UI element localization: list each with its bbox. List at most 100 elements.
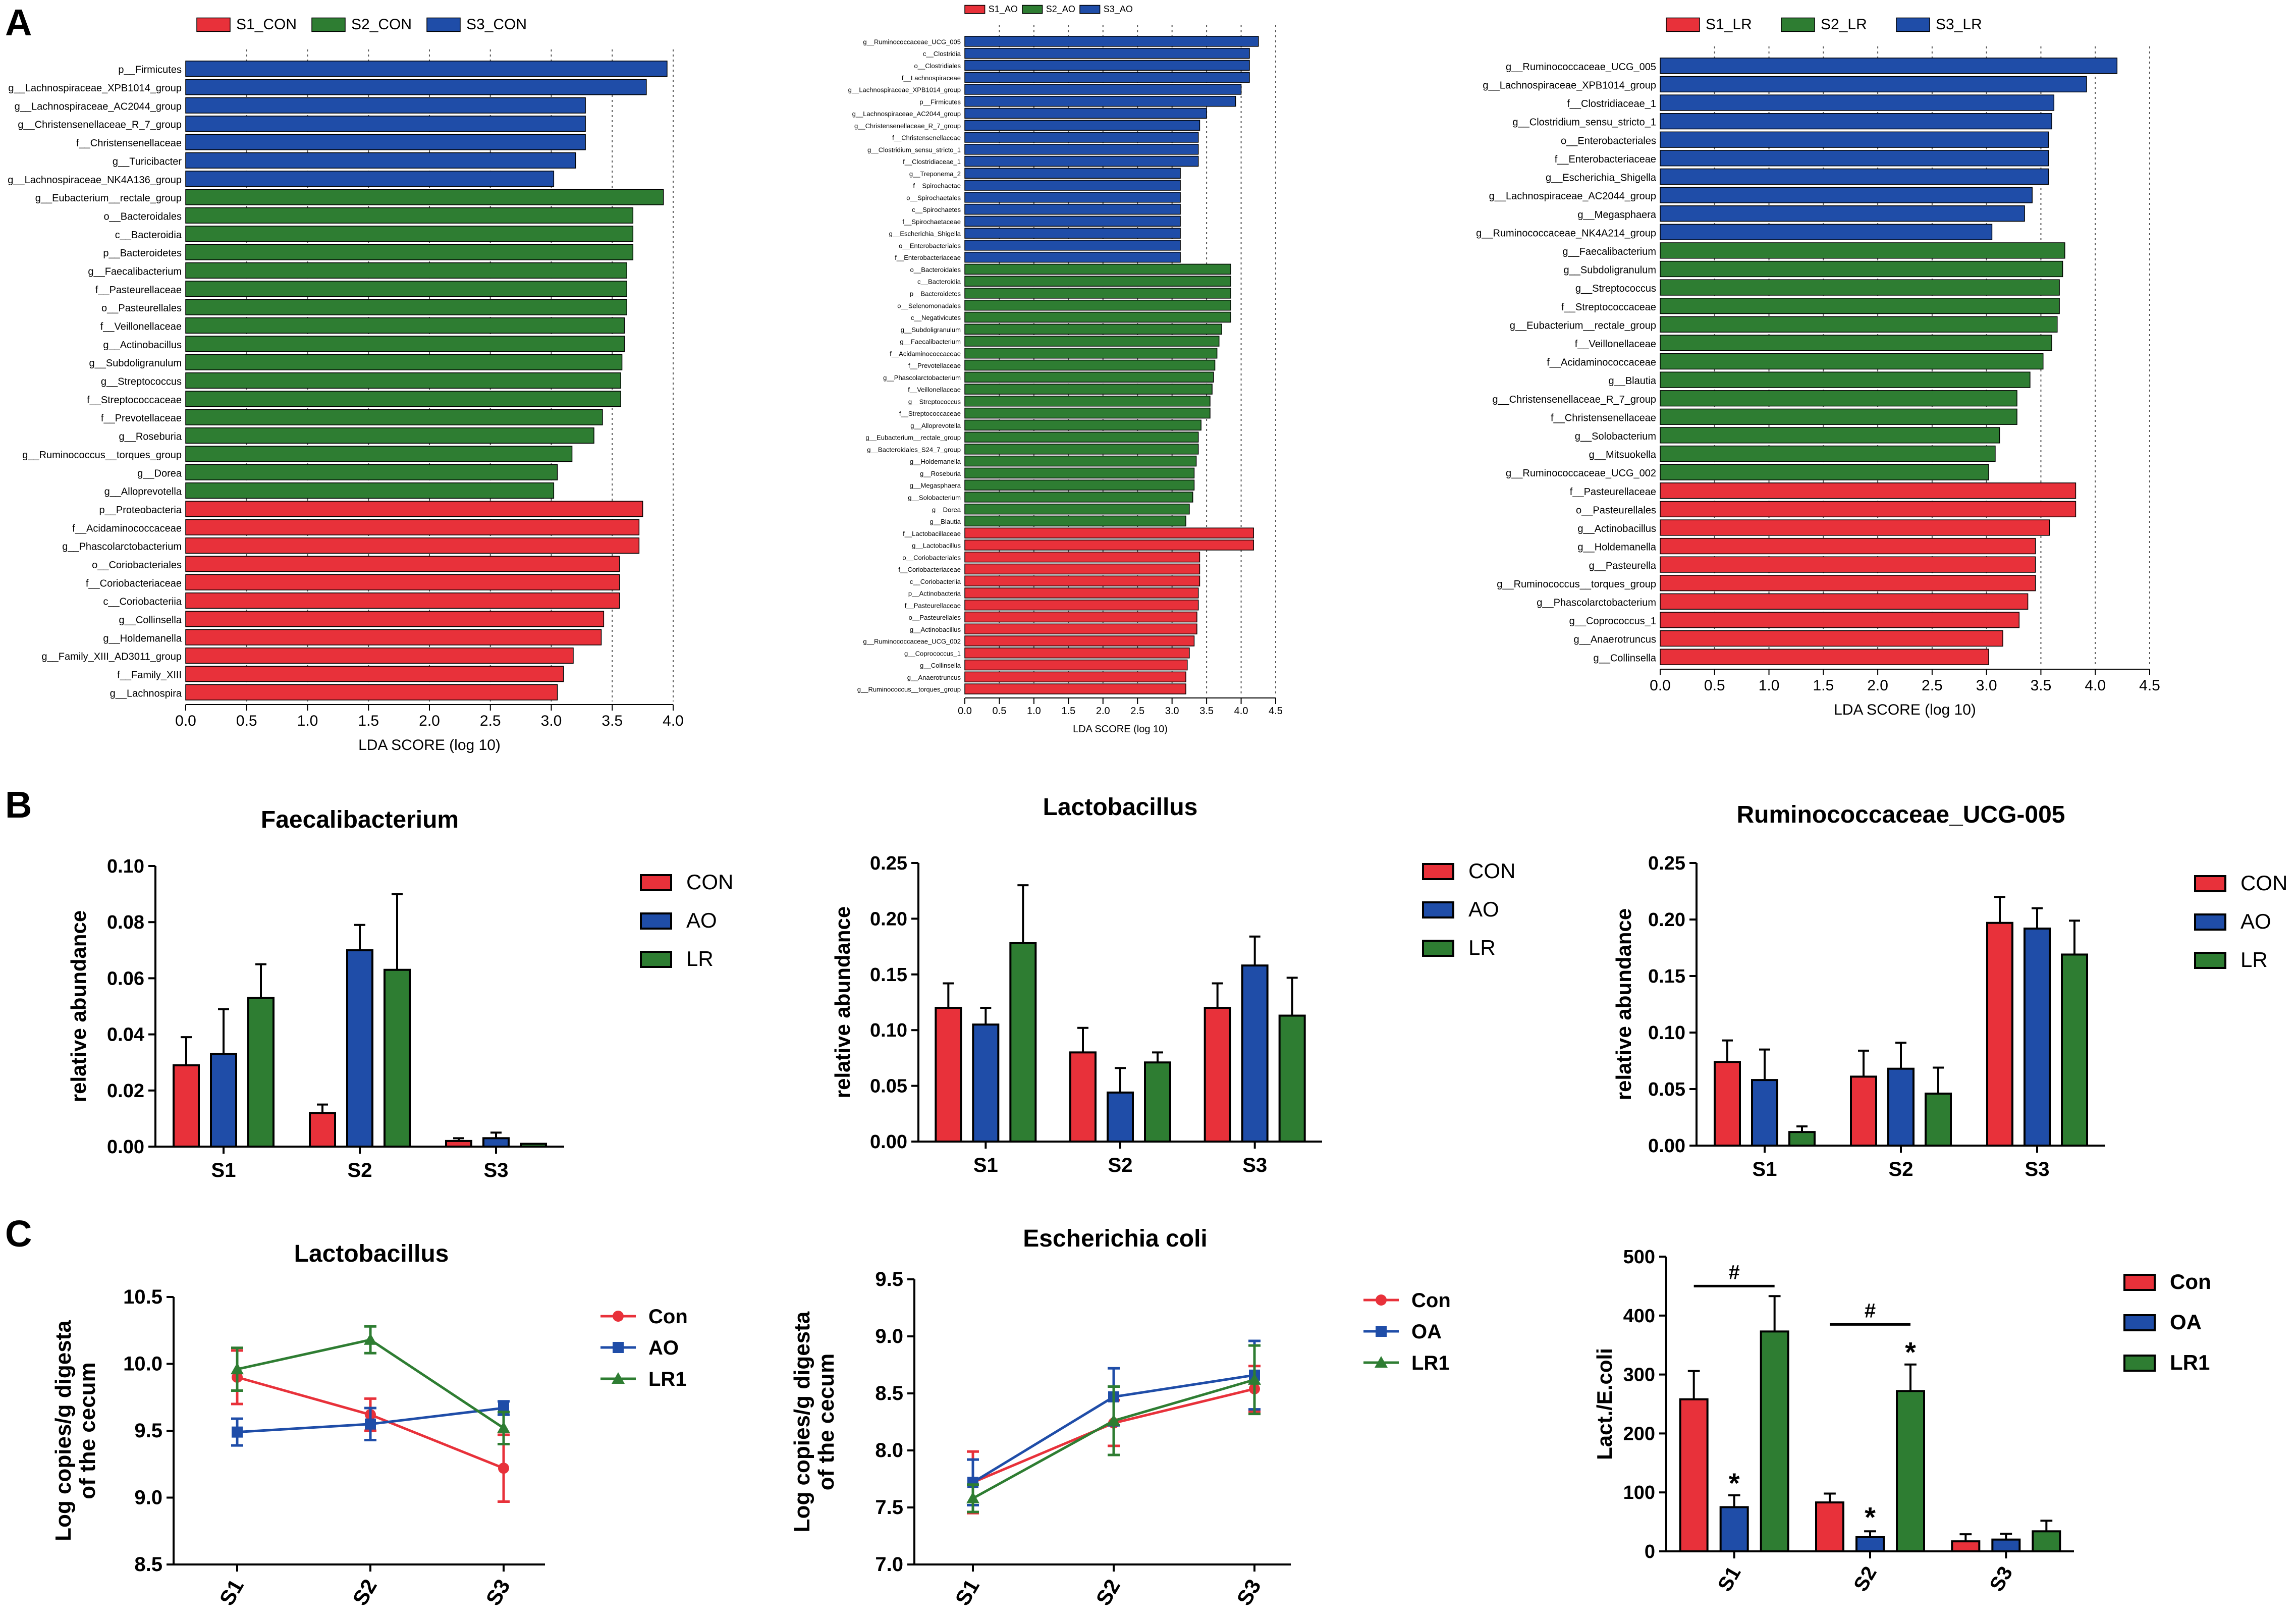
feature-label: c__Clostridia	[923, 50, 961, 58]
lda-bar	[1660, 390, 2017, 407]
x-tick-label: S2	[348, 1575, 381, 1609]
x-tick-label: 4.5	[2139, 677, 2160, 694]
lda-bar	[964, 107, 1207, 119]
lda-bar	[964, 47, 1250, 59]
feature-label: g__Ruminococcaceae_UCG_005	[1506, 62, 1656, 73]
lda-bar	[964, 180, 1181, 191]
legend-swatch-ao	[2194, 913, 2226, 931]
feature-label: g__Collinsella	[1593, 653, 1656, 664]
x-tick-label: 2.5	[1130, 706, 1144, 717]
lda-chart-lr: S1_LR S2_LR S3_LR g__Ruminococcaceae_UCG_00…	[1476, 16, 2160, 718]
feature-label: g__Ruminococcus__torques_group	[22, 450, 182, 461]
lda-bar	[185, 501, 643, 517]
feature-label: g__Actinobacillus	[1577, 523, 1656, 534]
lda-bar	[964, 396, 1211, 407]
feature-label: g__Faecalibacterium	[1562, 246, 1656, 257]
lda-bar	[1660, 519, 2050, 536]
lda-bar	[1660, 224, 1993, 240]
feature-label: g__Collinsella	[119, 615, 182, 626]
feature-label: g__Eubacterium__rectale_group	[1510, 320, 1656, 331]
lda-bar	[185, 574, 620, 590]
y-tick-label: 500	[1623, 1247, 1655, 1268]
x-tick-label: S3	[2025, 1158, 2050, 1180]
feature-label: f__Acidaminococcaceae	[890, 350, 961, 357]
feature-label: g__Holdemanella	[910, 458, 961, 465]
lda-bar	[185, 629, 602, 645]
lda-bar	[964, 527, 1254, 538]
lda-bar	[964, 299, 1231, 311]
lda-bar	[964, 263, 1231, 275]
y-tick-label: 0.05	[870, 1076, 907, 1097]
feature-label: g__Alloprevotella	[104, 487, 182, 498]
lda-bar	[1660, 482, 2076, 499]
legend-label: AO	[2240, 909, 2271, 933]
bar-chart-lact-ecoli-ratio: 0 100 200 300 400 500 Lact./E.coli S1 S2 S3 Con OA L…	[1593, 1247, 2211, 1595]
x-tick-label: 1.0	[297, 713, 318, 729]
x-tick-label: 3.0	[541, 713, 562, 729]
lda-bar	[1660, 131, 2049, 148]
feature-label: f__Prevotellaceae	[101, 413, 182, 424]
legend-label: OA	[1411, 1321, 1442, 1343]
legend-swatch-s3_lr	[1896, 17, 1930, 32]
feature-label: f__Clostridiaceae_1	[1567, 98, 1656, 110]
x-tick-label: 3.5	[1199, 706, 1214, 717]
legend-swatch-s1_con	[196, 17, 231, 32]
bar	[247, 997, 275, 1148]
data-point-square	[1376, 1326, 1387, 1337]
lda-bar	[964, 371, 1214, 383]
lda-bar	[185, 61, 668, 77]
legend-swatch-lr	[1422, 940, 1454, 957]
feature-label: g__Anaerotruncus	[907, 674, 961, 681]
feature-label: g__Holdemanella	[1577, 542, 1657, 553]
legend-swatch-ao	[640, 912, 672, 930]
feature-label: g__Phascolarctobacterium	[62, 542, 182, 553]
bar	[1278, 1014, 1306, 1143]
legend-label: LR	[686, 947, 714, 970]
y-tick-label: 0	[1645, 1541, 1655, 1562]
x-tick-label: 3.5	[2031, 677, 2052, 694]
bar	[1991, 1538, 2021, 1552]
bar	[1144, 1061, 1171, 1143]
lda-bar	[964, 192, 1181, 203]
y-axis-title-line-2: of the cecum	[814, 1354, 839, 1490]
lda-bar	[964, 384, 1213, 395]
bar	[1241, 964, 1269, 1143]
lda-bar	[964, 515, 1186, 527]
feature-label: g__Faecalibacterium	[88, 266, 182, 277]
feature-label: o__Clostridiales	[914, 62, 961, 70]
feature-label: o__Bacteroidales	[103, 211, 182, 222]
bar-chart-faecalibacterium: Faecalibacterium 0.00 0.02 0.04 0.06 0.08 0.10…	[67, 806, 733, 1181]
legend-label: LR	[2240, 948, 2268, 971]
feature-label: c__Coriobacteriia	[910, 578, 961, 585]
feature-label: g__Megasphaera	[910, 482, 961, 490]
feature-label: f__Veillonellaceae	[1575, 339, 1656, 350]
feature-label: g__Escherichia_Shigella	[1546, 173, 1657, 184]
x-tick-label: 0.5	[236, 713, 257, 729]
lda-bar	[185, 592, 620, 609]
lda-bar	[185, 556, 620, 572]
feature-label: g__Anaerotruncus	[1574, 634, 1656, 645]
bar-chart-lactobacillus: Lactobacillus 0.00 0.05 0.10 0.15 0.20 0.25 rel…	[831, 794, 1515, 1176]
feature-label: g__Streptococcus	[1575, 283, 1656, 294]
y-tick-label: 300	[1623, 1365, 1655, 1386]
lda-bar	[964, 551, 1200, 563]
feature-label: f__Prevotellaceae	[908, 362, 961, 369]
lda-bar	[964, 683, 1186, 694]
lda-bar	[1660, 316, 2058, 333]
lda-bar	[185, 391, 621, 407]
data-point-square	[232, 1426, 243, 1438]
legend-label: Con	[2170, 1270, 2211, 1293]
lda-bar	[185, 97, 586, 114]
feature-label: g__Coprococcus_1	[904, 650, 961, 657]
feature-label: g__Streptococcus	[101, 376, 182, 388]
x-tick-label: S1	[214, 1575, 248, 1609]
lda-bar	[1660, 427, 2000, 444]
legend-label: AO	[686, 908, 717, 932]
feature-label: f__Lactobacillaceae	[903, 530, 961, 537]
legend-label: S1_AO	[989, 4, 1018, 15]
feature-label: c__Bacteroidia	[917, 278, 961, 286]
feature-label: g__Ruminococcaceae_UCG_002	[863, 638, 961, 645]
feature-label: f__Streptococcaceae	[899, 410, 961, 417]
bar	[2024, 927, 2051, 1147]
lda-bar	[964, 276, 1231, 287]
